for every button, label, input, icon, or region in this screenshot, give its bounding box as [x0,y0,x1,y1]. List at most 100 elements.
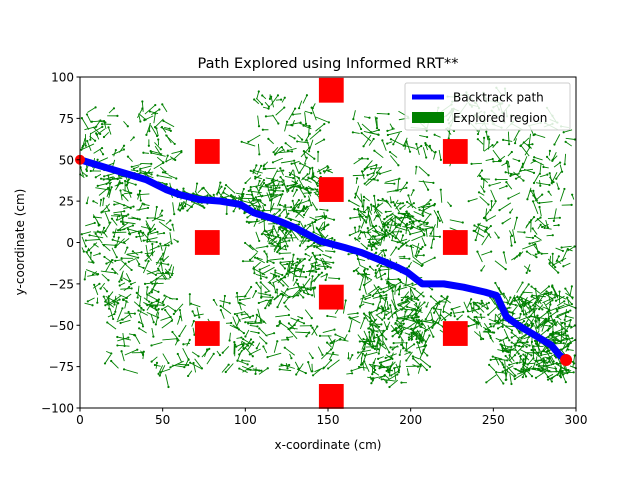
explored-node [154,306,157,310]
explored-node [552,362,555,365]
explored-node [176,240,179,243]
explored-edge [273,341,278,353]
explored-node [527,283,530,286]
explored-node [249,338,253,341]
explored-node [538,205,541,209]
explored-node [308,124,311,128]
explored-edge [516,361,525,364]
explored-node [422,348,425,351]
explored-node [277,122,280,125]
explored-node [531,236,535,239]
explored-edge [477,251,483,263]
explored-node [394,285,397,288]
explored-node [505,161,508,165]
explored-node [254,175,257,178]
explored-node [513,299,516,302]
explored-node [355,269,358,272]
explored-node [507,197,510,200]
explored-node [408,351,411,354]
explored-edge [331,341,335,350]
explored-node [393,204,396,207]
explored-node [123,210,126,213]
explored-node [274,291,277,294]
explored-node [284,305,287,308]
explored-edge [158,221,171,231]
explored-node [406,299,409,302]
explored-node [550,322,553,325]
explored-node [279,261,282,264]
explored-edge [555,311,569,319]
explored-edge [81,231,92,235]
explored-node [139,171,142,174]
explored-node [138,327,141,330]
explored-edge [561,343,569,352]
explored-node [232,210,235,213]
explored-node [302,124,305,127]
explored-node [375,214,378,218]
explored-node [133,333,136,337]
explored-edge [153,162,164,170]
explored-edge [395,226,408,232]
explored-edge [232,197,240,201]
explored-node [362,211,366,214]
explored-edge [244,242,254,251]
explored-edge [552,152,557,160]
explored-node [344,299,347,302]
explored-node [296,261,299,264]
explored-node [353,196,357,199]
explored-node [146,240,149,243]
explored-node [519,354,522,357]
explored-edge [253,268,266,276]
explored-edge [358,349,372,353]
explored-node [112,317,115,321]
explored-node [287,327,290,331]
explored-node [425,368,428,372]
explored-node [397,293,401,296]
explored-node [547,190,550,193]
explored-edge [271,169,279,181]
explored-node [537,364,540,368]
explored-edge [407,202,415,209]
explored-edge [284,175,294,179]
explored-node [187,363,190,367]
explored-node [127,213,130,216]
explored-node [150,301,153,304]
explored-node [315,270,318,273]
explored-node [260,369,263,372]
explored-edge [165,374,169,388]
explored-edge [378,199,389,203]
explored-edge [534,133,546,138]
explored-node [561,249,565,253]
explored-node [109,178,112,181]
explored-node [254,290,257,293]
explored-node [307,176,310,179]
explored-edge [548,263,559,273]
explored-node [541,193,544,196]
explored-edge [440,189,443,203]
explored-edge [80,167,84,177]
explored-node [529,305,532,308]
explored-node [283,346,286,349]
explored-node [470,162,473,166]
explored-node [209,194,212,197]
explored-edge [278,150,293,154]
explored-node [353,226,357,229]
explored-node [303,195,306,198]
explored-edge [466,299,472,308]
explored-node [164,170,167,174]
explored-node [563,318,566,322]
explored-edge [547,310,558,319]
explored-node [182,207,185,210]
explored-edge [422,199,431,208]
explored-edge [474,225,487,233]
explored-edge [155,261,169,265]
explored-node [370,203,373,206]
explored-node [259,281,262,284]
explored-node [399,230,403,233]
explored-node [510,336,513,339]
explored-edge [519,296,533,304]
explored-node [563,322,567,325]
explored-edge [163,255,170,262]
explored-edge [100,270,116,274]
explored-node [550,332,553,336]
